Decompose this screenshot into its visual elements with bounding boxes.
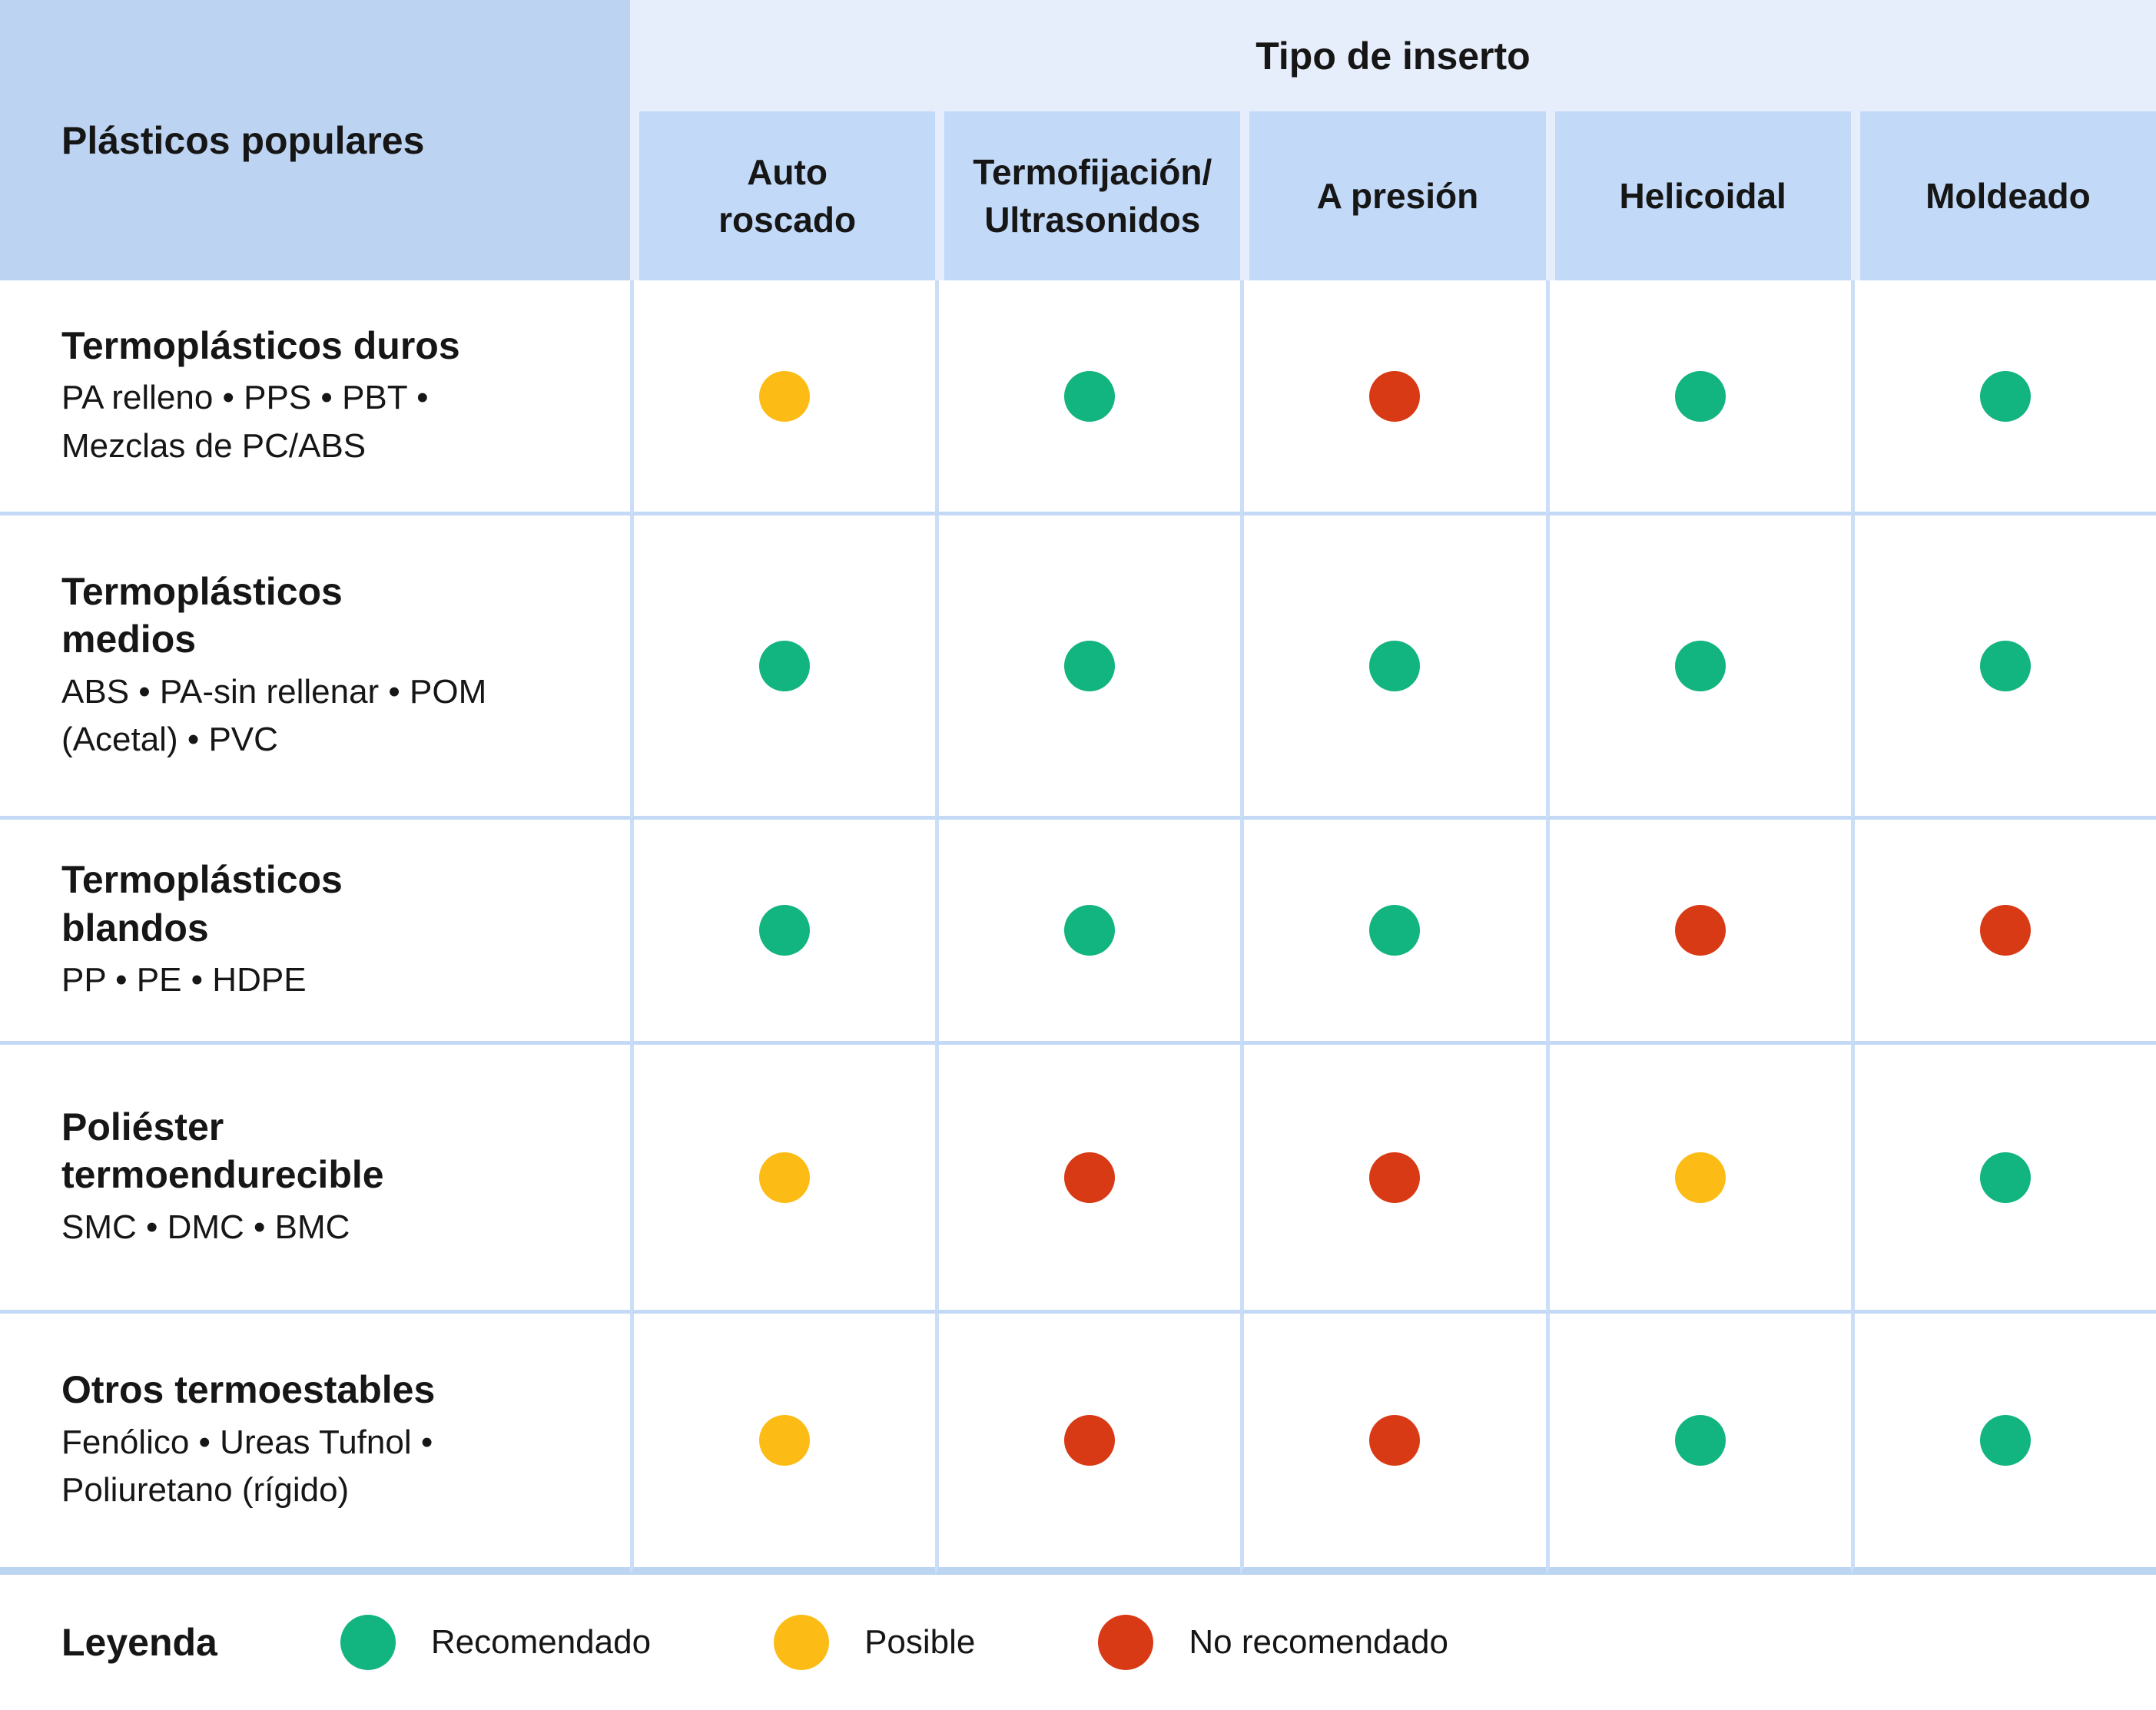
rating-cell: [935, 820, 1241, 1045]
rating-dot: [1674, 640, 1726, 691]
legend-label: Posible: [864, 1623, 976, 1661]
legend-title: Leyenda: [61, 1621, 217, 1664]
rating-cell: [935, 1314, 1241, 1575]
row-title: Poliéster termoendurecible: [61, 1105, 384, 1197]
column-header-helicoidal: Helicoidal: [1545, 111, 1851, 280]
row-subtitle: PA relleno • PPS • PBT • Mezclas de PC/A…: [61, 379, 429, 465]
legend-label: Recomendado: [430, 1623, 652, 1661]
rating-cell: [1545, 515, 1851, 820]
legend-item-not-recommended: No recomendado: [1098, 1615, 1448, 1670]
column-header-auto-roscado: Auto roscado: [630, 111, 936, 280]
legend-label: No recomendado: [1189, 1623, 1448, 1661]
rating-dot: [759, 1415, 811, 1466]
rating-dot: [1064, 1152, 1116, 1203]
rating-cell: [1240, 820, 1546, 1045]
row-label: Poliéster termoendurecible SMC • DMC • B…: [0, 1045, 630, 1314]
rating-dot: [1064, 905, 1116, 956]
column-header-a-presion: A presión: [1240, 111, 1546, 280]
rating-dot: [1369, 1415, 1421, 1466]
rating-dot: [1979, 370, 2031, 422]
rating-cell: [935, 1045, 1241, 1314]
rating-cell: [1545, 820, 1851, 1045]
rating-cell: [1545, 280, 1851, 515]
rating-cell: [1850, 1045, 2156, 1314]
rating-cell: [935, 280, 1241, 515]
row-title: Otros termoestables: [61, 1368, 436, 1412]
legend-item-possible: Posible: [774, 1615, 975, 1670]
row-title: Termoplásticos medios: [61, 569, 343, 661]
legend: Leyenda Recomendado Posible No recomenda…: [0, 1575, 2156, 1710]
rating-cell: [1850, 820, 2156, 1045]
rating-dot: [1979, 905, 2031, 956]
row-label: Termoplásticos medios ABS • PA-sin relle…: [0, 515, 630, 820]
rating-cell: [1240, 1314, 1546, 1575]
legend-item-recommended: Recomendado: [340, 1615, 651, 1670]
rating-cell: [1850, 280, 2156, 515]
rating-cell: [1850, 1314, 2156, 1575]
rating-cell: [630, 1045, 936, 1314]
row-group-header: Plásticos populares: [0, 0, 630, 280]
rating-dot: [1979, 1415, 2031, 1466]
rating-dot: [759, 370, 811, 422]
rating-cell: [1240, 280, 1546, 515]
rating-dot: [1369, 1152, 1421, 1203]
rating-dot: [1674, 1152, 1726, 1203]
column-header-moldeado: Moldeado: [1850, 111, 2156, 280]
column-header-termofijacion-ultrasonidos: Termofijación/ Ultrasonidos: [935, 111, 1241, 280]
rating-cell: [1545, 1314, 1851, 1575]
column-group-header: Tipo de inserto: [630, 0, 2156, 111]
not-recommended-dot-icon: [1098, 1615, 1154, 1670]
possible-dot-icon: [774, 1615, 830, 1670]
rating-cell: [630, 280, 936, 515]
row-subtitle: Fenólico • Ureas Tufnol • Poliuretano (r…: [61, 1423, 433, 1510]
row-title: Termoplásticos duros: [61, 323, 460, 367]
row-subtitle: SMC • DMC • BMC: [61, 1208, 350, 1246]
row-subtitle: ABS • PA-sin rellenar • POM (Acetal) • P…: [61, 672, 487, 758]
rating-dot: [1064, 640, 1116, 691]
recommended-dot-icon: [340, 1615, 396, 1670]
rating-dot: [759, 1152, 811, 1203]
rating-cell: [630, 1314, 936, 1575]
rating-dot: [1369, 370, 1421, 422]
rating-dot: [1369, 640, 1421, 691]
rating-dot: [759, 640, 811, 691]
rating-dot: [759, 905, 811, 956]
rating-dot: [1674, 905, 1726, 956]
row-label: Otros termoestables Fenólico • Ureas Tuf…: [0, 1314, 630, 1575]
rating-cell: [935, 515, 1241, 820]
rating-dot: [1674, 1415, 1726, 1466]
rating-cell: [1545, 1045, 1851, 1314]
row-title: Termoplásticos blandos: [61, 858, 343, 949]
row-label: Termoplásticos duros PA relleno • PPS • …: [0, 280, 630, 515]
rating-cell: [1850, 515, 2156, 820]
compatibility-table: Plásticos populares Tipo de inserto Auto…: [0, 0, 2156, 1575]
rating-cell: [630, 820, 936, 1045]
rating-dot: [1979, 1152, 2031, 1203]
rating-dot: [1064, 1415, 1116, 1466]
rating-dot: [1979, 640, 2031, 691]
rating-cell: [630, 515, 936, 820]
rating-dot: [1369, 905, 1421, 956]
rating-cell: [1240, 1045, 1546, 1314]
row-subtitle: PP • PE • HDPE: [61, 961, 307, 999]
rating-dot: [1674, 370, 1726, 422]
rating-dot: [1064, 370, 1116, 422]
rating-cell: [1240, 515, 1546, 820]
row-label: Termoplásticos blandos PP • PE • HDPE: [0, 820, 630, 1045]
